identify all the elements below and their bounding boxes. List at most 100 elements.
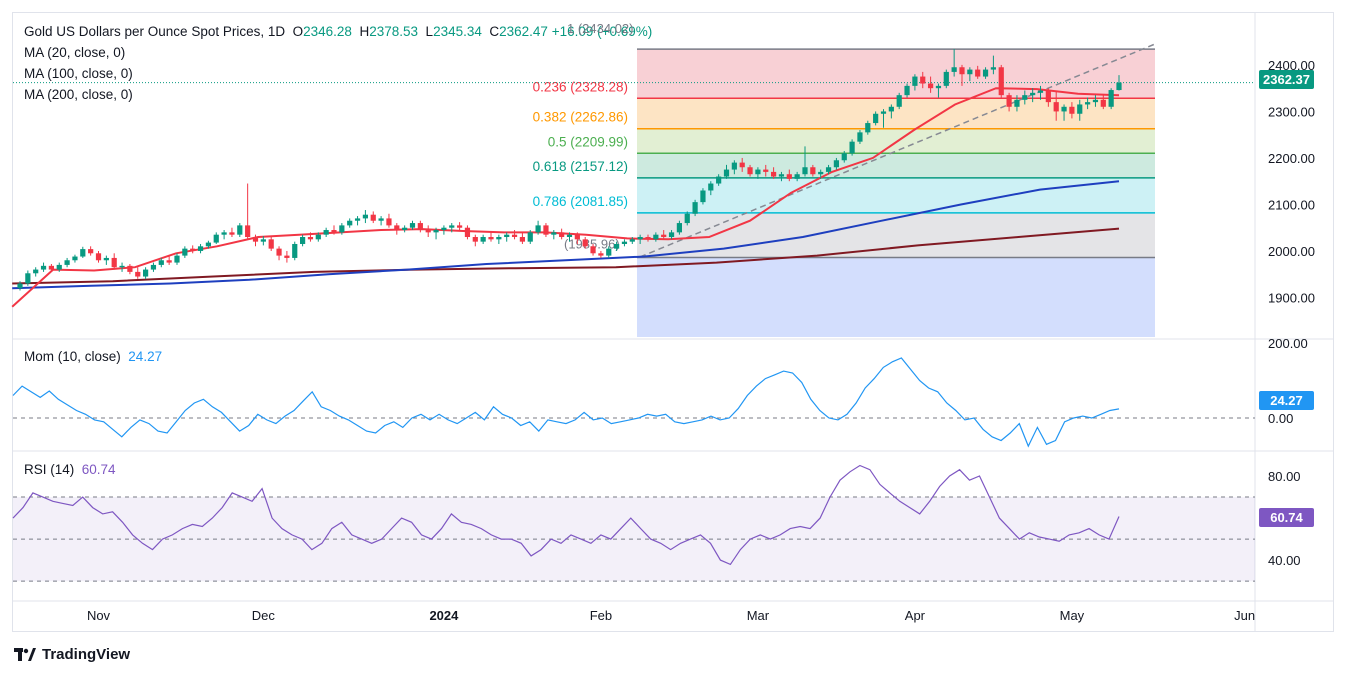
candle (339, 223, 345, 235)
price-axis-tick: 2000.00 (1268, 244, 1315, 259)
candle-body (80, 249, 86, 257)
candle (943, 69, 949, 89)
candle-body (527, 232, 533, 242)
candle (64, 257, 70, 268)
candle (425, 225, 431, 238)
candle-body (331, 230, 337, 233)
candle (268, 237, 274, 251)
rsi-pane: 80.00 40.00 (12, 464, 1301, 582)
candle-body (237, 225, 243, 235)
candle-body (433, 230, 439, 233)
candle (904, 83, 910, 98)
time-axis-tick: Mar (747, 608, 770, 623)
fib-zone (637, 153, 1155, 178)
candle-body (347, 220, 353, 226)
candle (449, 223, 455, 233)
candle (951, 49, 957, 77)
candle-body (143, 269, 149, 277)
candle (1069, 102, 1075, 119)
candle-body (810, 167, 816, 175)
candle (260, 236, 266, 246)
candle-body (771, 171, 777, 177)
candle (708, 181, 714, 196)
tradingview-logo-icon (14, 647, 36, 661)
candle-body (205, 242, 211, 247)
candle (716, 174, 722, 186)
candle (300, 234, 306, 247)
candle (213, 232, 219, 244)
candle (331, 225, 337, 235)
rsi-legend[interactable]: RSI (14) 60.74 (24, 462, 116, 477)
candle (252, 234, 259, 247)
candle-body (763, 169, 769, 172)
candle (582, 237, 588, 249)
candle-body (700, 190, 706, 203)
candle (825, 164, 832, 175)
candle-body (559, 232, 565, 238)
candle-body (574, 234, 580, 240)
momentum-axis-tick: 200.00 (1268, 336, 1308, 351)
candle-body (182, 248, 188, 256)
candle-body (967, 69, 973, 75)
candle (982, 67, 989, 79)
time-axis-tick: Dec (252, 608, 276, 623)
candle-body (841, 153, 847, 161)
candle-body (457, 225, 463, 228)
fibonacci-layer: 0.236 (2328.28) 0.382 (2262.86) 0.5 (2209.… (533, 43, 1156, 337)
fib-level-label: 0.618 (2157.12) (533, 159, 628, 174)
candle-body (888, 106, 894, 112)
candle-body (276, 248, 282, 256)
candle-body (873, 113, 879, 124)
candle (606, 246, 612, 258)
candle-body (786, 174, 792, 179)
candle (873, 111, 879, 126)
candle (668, 230, 675, 240)
candle (354, 216, 361, 226)
candle-body (637, 237, 643, 240)
tradingview-brand[interactable]: TradingView (14, 646, 130, 663)
candle (723, 164, 730, 179)
fib-level-label: 0.5 (2209.99) (548, 134, 628, 149)
fib-level-label: 0.236 (2328.28) (533, 79, 628, 94)
candle-body (951, 67, 957, 72)
candle-body (614, 243, 620, 249)
candle-body (755, 169, 761, 175)
candle-body (1100, 99, 1106, 107)
candle (472, 234, 478, 247)
fib-level-label: 0.786 (2081.85) (533, 194, 628, 209)
ma200-line (12, 227, 1120, 285)
candle-body (127, 265, 133, 272)
candle (731, 160, 737, 175)
ma200-legend[interactable]: MA (200, close, 0) (24, 87, 133, 102)
moving-averages-layer (11, 87, 1120, 308)
candle (700, 188, 706, 205)
candle (527, 230, 533, 244)
fib-zone (637, 49, 1155, 99)
candle (433, 227, 439, 240)
candle (998, 64, 1004, 98)
candle-body (535, 225, 541, 233)
candles-layer (17, 49, 1122, 291)
candle (127, 263, 133, 275)
candle-body (1006, 95, 1012, 107)
candle (818, 169, 824, 179)
rsi-current: 60.74 (81, 462, 116, 477)
candle (182, 246, 188, 258)
candle-body (731, 162, 737, 170)
candle-body (190, 248, 196, 251)
ma100-legend[interactable]: MA (100, close, 0) (24, 66, 133, 81)
candle (103, 255, 109, 265)
time-axis-tick: 2024 (429, 608, 459, 623)
candle-body (982, 69, 989, 77)
momentum-legend[interactable]: Mom (10, close) 24.27 (24, 349, 162, 364)
time-axis-tick: May (1060, 608, 1085, 623)
candle-body (590, 246, 596, 254)
ma20-legend[interactable]: MA (20, close, 0) (24, 45, 126, 60)
candle-body (268, 239, 274, 249)
candle-body (896, 95, 902, 107)
candle (174, 253, 180, 265)
candle (72, 254, 78, 263)
candle-body (496, 237, 502, 240)
candle (920, 71, 926, 89)
